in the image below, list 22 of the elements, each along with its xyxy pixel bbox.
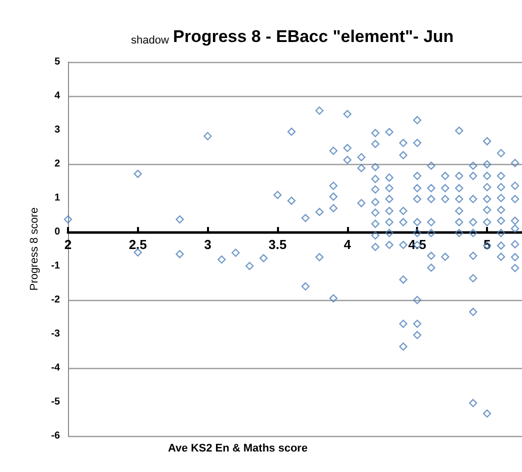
y-tick-label: -1 — [51, 260, 60, 272]
y-tick-label: -2 — [51, 294, 60, 306]
y-tick-label: -3 — [51, 328, 60, 340]
y-tick-label: 0 — [54, 226, 60, 238]
y-tick-label: 2 — [54, 158, 60, 170]
y-tick-label: 4 — [54, 90, 60, 102]
x-tick-label: 2.5 — [128, 237, 147, 252]
x-tick-label: 3 — [204, 237, 212, 252]
x-tick-label: 2 — [64, 237, 72, 252]
y-tick-label: 1 — [54, 192, 60, 204]
x-tick-label: 3.5 — [268, 237, 287, 252]
y-tick-label: 5 — [54, 56, 60, 68]
y-tick-label: -6 — [51, 430, 60, 442]
y-tick-label: -5 — [51, 396, 60, 408]
x-tick-label: 4 — [344, 237, 352, 252]
chart-title: Progress 8 - EBacc "element"- Jun — [173, 27, 454, 46]
x-tick-label: 5 — [483, 237, 491, 252]
y-tick-label: 3 — [54, 124, 60, 136]
y-axis-title: Progress 8 score — [28, 207, 41, 291]
y-tick-label: -4 — [51, 362, 60, 374]
chart-subtitle: shadow — [131, 34, 169, 46]
x-axis-title: Ave KS2 En & Maths score — [168, 442, 308, 454]
